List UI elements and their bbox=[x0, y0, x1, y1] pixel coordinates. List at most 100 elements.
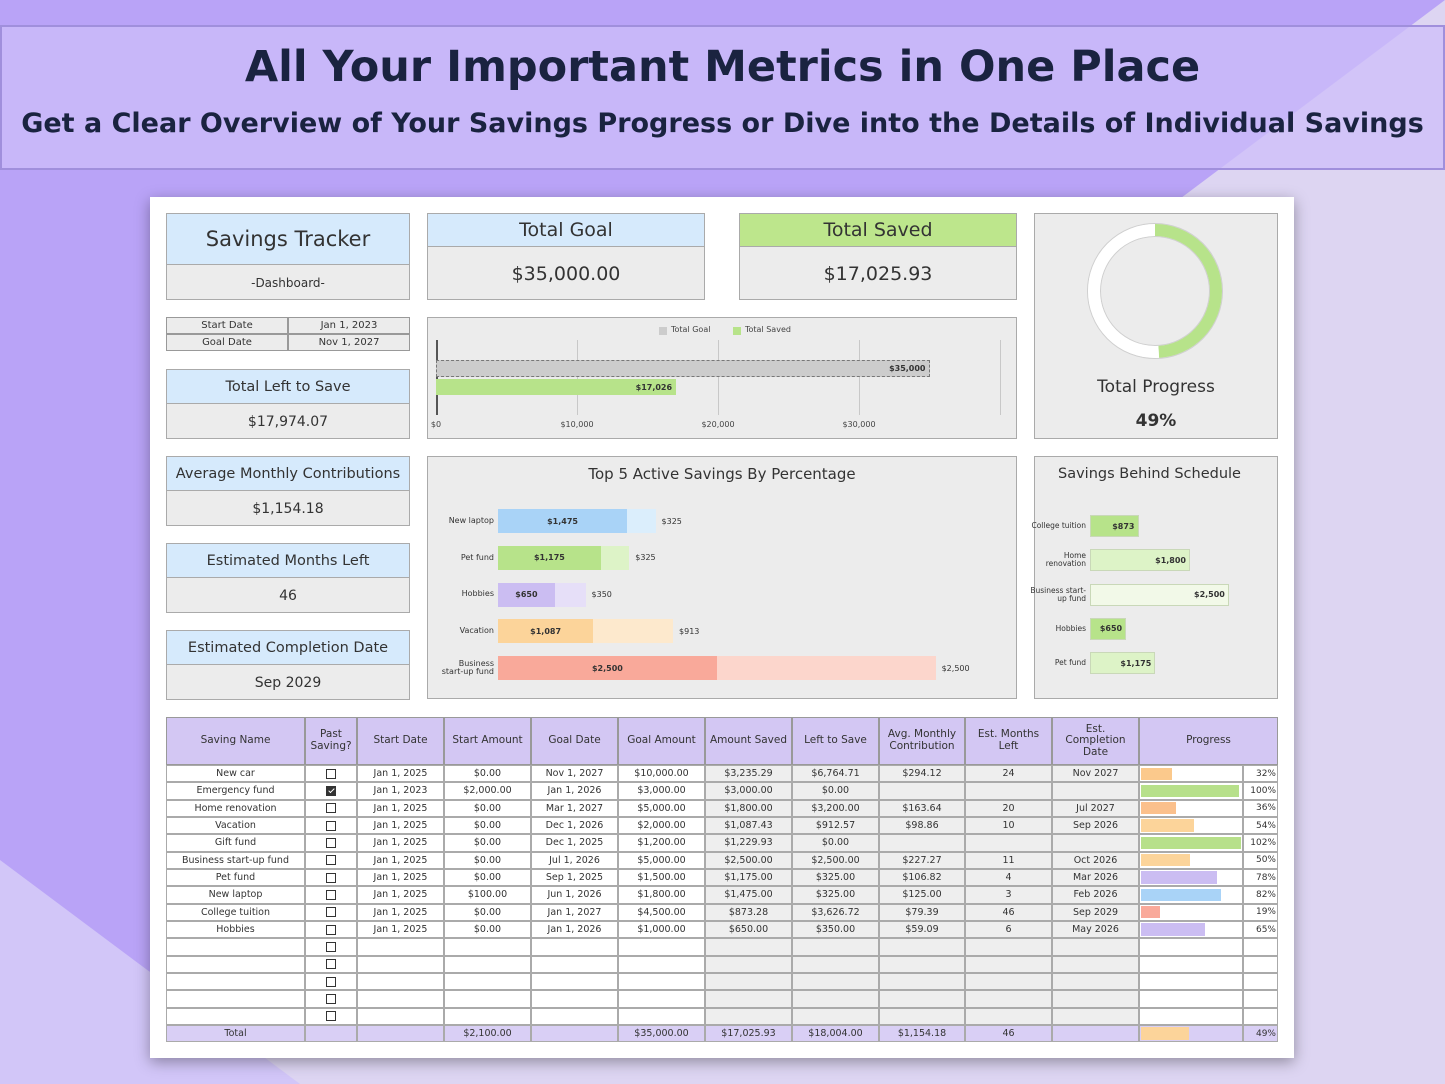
header-subtitle: Get a Clear Overview of Your Savings Pro… bbox=[21, 107, 1424, 139]
progress-bar bbox=[1141, 819, 1194, 832]
table-cell bbox=[166, 938, 305, 956]
table-cell: $1,175.00 bbox=[705, 868, 792, 887]
progress-label: 50% bbox=[1255, 855, 1276, 866]
table-cell: Jun 1, 2026 bbox=[531, 886, 618, 904]
progress-bar bbox=[1141, 836, 1241, 850]
grid-line bbox=[577, 340, 578, 415]
table-cell: $1,800.00 bbox=[618, 886, 705, 904]
table-cell bbox=[965, 782, 1052, 800]
table-cell: $3,626.72 bbox=[792, 903, 879, 921]
table-cell: Jul 2027 bbox=[1052, 799, 1139, 817]
table-cell: $1,087.43 bbox=[705, 816, 792, 835]
table-cell: Jan 1, 2026 bbox=[531, 920, 618, 939]
table-cell: 10 bbox=[965, 816, 1052, 835]
table-cell: $912.57 bbox=[792, 816, 879, 835]
bar-value-label: $650 bbox=[1099, 624, 1123, 634]
table-cell: $0.00 bbox=[444, 765, 531, 783]
table-cell bbox=[531, 1024, 618, 1043]
table-cell bbox=[1243, 765, 1278, 783]
table-cell bbox=[531, 990, 618, 1008]
card-label: Total Saved bbox=[739, 213, 1017, 247]
table-cell bbox=[531, 1007, 618, 1025]
progress-label: 102% bbox=[1250, 837, 1276, 848]
table-cell bbox=[1139, 990, 1243, 1008]
table-cell: 11 bbox=[965, 851, 1052, 869]
table-cell: $100.00 bbox=[444, 886, 531, 904]
column-header: Goal Date bbox=[531, 717, 618, 765]
table-cell: May 2026 bbox=[1052, 920, 1139, 939]
bar bbox=[436, 379, 677, 395]
table-cell bbox=[1243, 851, 1278, 869]
progress-bar bbox=[1141, 767, 1173, 780]
category-label: Home renovation bbox=[1045, 551, 1086, 569]
table-cell bbox=[444, 938, 531, 956]
legend-swatch bbox=[659, 327, 667, 335]
table-cell bbox=[357, 990, 444, 1008]
table-cell: $6,764.71 bbox=[792, 765, 879, 783]
legend-swatch bbox=[733, 327, 741, 335]
table-cell: $35,000.00 bbox=[618, 1024, 705, 1043]
chart-title: Total Progress bbox=[1097, 377, 1215, 397]
table-cell: $5,000.00 bbox=[618, 799, 705, 817]
checkbox bbox=[326, 1011, 336, 1022]
table-cell: $227.27 bbox=[879, 851, 965, 869]
table-cell bbox=[444, 955, 531, 973]
bar bbox=[627, 509, 656, 533]
column-header: Saving Name bbox=[166, 717, 305, 765]
table-cell bbox=[792, 990, 879, 1008]
table-cell: $2,000.00 bbox=[618, 816, 705, 835]
table-cell: $0.00 bbox=[444, 920, 531, 939]
table-cell bbox=[357, 1024, 444, 1043]
table-cell bbox=[705, 955, 792, 973]
checkbox bbox=[326, 872, 336, 883]
table-cell: $294.12 bbox=[879, 765, 965, 783]
bar-value-label: $325 bbox=[661, 516, 682, 526]
table-cell: Business start-up fund bbox=[166, 851, 305, 869]
table-cell: $873.28 bbox=[705, 903, 792, 921]
checkbox bbox=[326, 924, 336, 935]
progress-bar bbox=[1141, 923, 1205, 936]
table-cell bbox=[1139, 903, 1243, 921]
bar-value-label: $873 bbox=[1112, 521, 1135, 531]
table-cell bbox=[166, 955, 305, 973]
table-cell bbox=[305, 1024, 357, 1043]
table-cell: $4,500.00 bbox=[618, 903, 705, 921]
bar bbox=[498, 545, 601, 570]
table-cell: $98.86 bbox=[879, 816, 965, 835]
table-cell bbox=[1243, 799, 1278, 817]
bar bbox=[498, 619, 594, 644]
table-cell: $1,475.00 bbox=[705, 886, 792, 904]
table-cell: Jan 1, 2025 bbox=[357, 816, 444, 835]
table-cell: 20 bbox=[965, 799, 1052, 817]
table-cell bbox=[1243, 955, 1278, 973]
table-cell: Nov 2027 bbox=[1052, 765, 1139, 783]
chart-panel bbox=[427, 317, 1017, 439]
table-cell: $1,229.93 bbox=[705, 834, 792, 852]
table-cell bbox=[1052, 955, 1139, 973]
table-cell: Home renovation bbox=[166, 799, 305, 817]
bar-value-label: $2,500 bbox=[941, 663, 970, 673]
category-label: Business start-up fund bbox=[1030, 585, 1086, 603]
table-cell bbox=[1243, 834, 1278, 852]
card-label: Estimated Months Left bbox=[166, 543, 410, 578]
progress-label: 82% bbox=[1255, 889, 1276, 900]
table-cell bbox=[965, 938, 1052, 956]
table-cell: $1,800.00 bbox=[705, 799, 792, 817]
table-cell bbox=[705, 990, 792, 1008]
bar bbox=[593, 619, 674, 644]
bar-value-label: $913 bbox=[679, 626, 700, 636]
category-label: Business start-up fund bbox=[441, 658, 494, 676]
table-cell bbox=[618, 938, 705, 956]
table-cell: Jan 1, 2025 bbox=[357, 903, 444, 921]
table-cell bbox=[1243, 816, 1278, 835]
column-header: Past Saving? bbox=[305, 717, 357, 765]
table-cell: $3,235.29 bbox=[705, 765, 792, 783]
table-cell: $0.00 bbox=[444, 834, 531, 852]
table-cell: 3 bbox=[965, 886, 1052, 904]
table-cell bbox=[965, 990, 1052, 1008]
table-cell bbox=[357, 1007, 444, 1025]
checkbox bbox=[326, 959, 336, 970]
bar bbox=[1090, 583, 1229, 606]
check-mark bbox=[327, 786, 335, 794]
table-cell bbox=[1052, 1024, 1139, 1043]
